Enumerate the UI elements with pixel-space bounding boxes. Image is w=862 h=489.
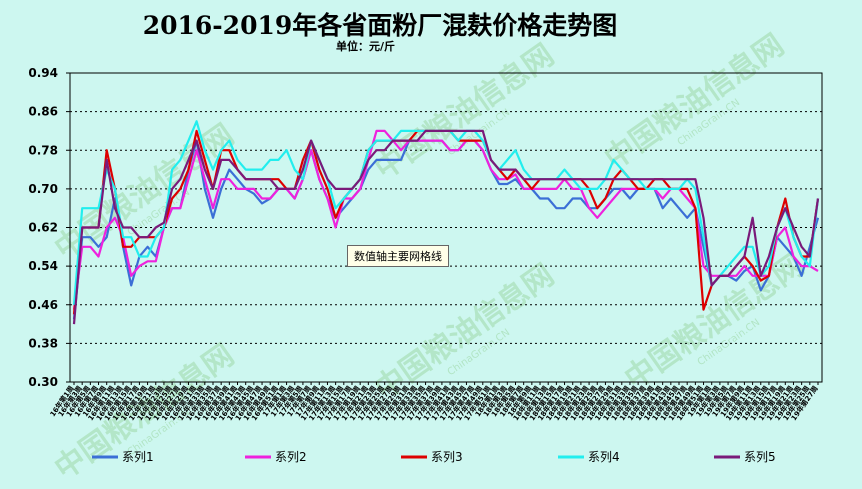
y-tick-label: 0.78 (28, 143, 58, 157)
series-line-5[interactable] (72, 129, 820, 325)
legend-item-2: 系列2 (245, 450, 307, 464)
legend-item-4: 系列4 (558, 450, 620, 464)
chart-title: 2016-2019年各省面粉厂混麸价格走势图 (142, 11, 618, 40)
legend-item-3: 系列3 (401, 450, 463, 464)
watermark-text: 中国粮油信息网 (619, 248, 811, 397)
y-tick-label: 0.94 (28, 66, 58, 80)
y-tick-label: 0.54 (28, 259, 58, 273)
legend-label: 系列3 (431, 450, 463, 464)
watermark-text: 中国粮油信息网 (49, 118, 241, 267)
legend-label: 系列4 (588, 450, 620, 464)
y-axis: 0.30 0.38 0.46 0.54 0.62 0.70 0.78 0.86 0.94 (28, 66, 70, 389)
legend-item-5: 系列5 (714, 450, 776, 464)
watermark-text: 中国粮油信息网 (369, 38, 561, 187)
unit-label: 单位：元/斤 (336, 40, 396, 53)
y-tick-label: 0.70 (28, 182, 58, 196)
legend: 系列1 系列2 系列3 系列4 系列5 (92, 450, 776, 464)
legend-label: 系列2 (275, 450, 307, 464)
series-lines (72, 120, 820, 325)
y-tick-label: 0.30 (28, 375, 58, 389)
y-tick-label: 0.46 (28, 298, 58, 312)
gridline-tooltip: 数值轴主要网格线 (347, 245, 449, 267)
y-tick-label: 0.86 (28, 105, 58, 119)
legend-item-1: 系列1 (92, 450, 154, 464)
legend-label: 系列5 (744, 450, 776, 464)
legend-label: 系列1 (122, 450, 154, 464)
watermark-text: 中国粮油信息网 (599, 28, 791, 177)
x-axis: 16年第1周16年第3周16年第5周16年第7周16年第9周16年第11周16年… (48, 382, 820, 422)
y-tick-label: 0.38 (28, 336, 58, 350)
y-tick-label: 0.62 (28, 221, 58, 235)
